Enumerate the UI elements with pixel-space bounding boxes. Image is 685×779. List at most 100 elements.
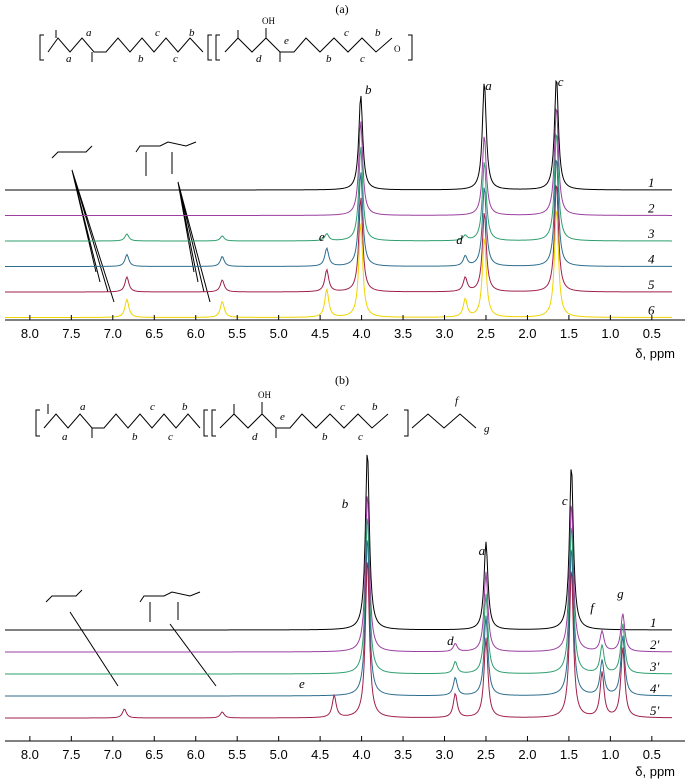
spectrum-label: 3 [647,226,655,241]
peak-label-e: e [319,229,325,244]
inset-fragments-b [45,589,217,687]
x-tick-label: 3.5 [394,326,412,341]
x-tick-label: 8.0 [21,326,39,341]
svg-text:b: b [189,27,195,39]
x-tick-label: 1.5 [560,747,578,762]
svg-text:a: a [80,401,86,413]
svg-text:d: d [256,53,262,65]
x-tick-label: 7.5 [62,326,80,341]
x-axis-label-a: δ, ppm [635,346,675,361]
svg-text:b: b [182,401,188,413]
svg-text:c: c [168,431,173,443]
x-tick-label: 7.5 [62,747,80,762]
peak-label-g: g [617,586,624,601]
spectrum-label: 2' [650,637,660,652]
x-tick-label: 2.5 [477,326,495,341]
peak-label-a: a [485,78,492,93]
spectrum-label: 3' [649,659,660,674]
x-tick-label: 3.0 [435,747,453,762]
x-ticks-b: 8.0 7.5 7.0 6.5 6.0 5.5 5.0 4.5 4.0 3.5 3.0 2.5 2.0 1… [21,736,661,762]
x-tick-label: 5.5 [228,326,246,341]
x-tick-label: 4.0 [353,747,371,762]
structure-b-text: a a b c c b OH e d b c c b f g [62,390,490,443]
spectrum-line-5 [5,184,672,293]
spectrum-line-4p [5,540,672,697]
x-tick-label: 2.0 [518,747,536,762]
peak-label-e: e [299,676,305,691]
spectrum-label: 6 [648,303,655,318]
spectrum-line-5p [5,562,673,719]
x-tick-label: 6.0 [187,326,205,341]
svg-text:OH: OH [262,16,275,26]
spectrum-line-2 [5,108,672,216]
x-tick-label: 2.0 [518,326,536,341]
peak-label-c: c [558,74,564,89]
svg-text:b: b [375,27,381,39]
panel-b-label: (b) [335,373,349,387]
spectrum-label: 1 [650,615,657,630]
peak-label-b: b [342,496,349,511]
spectrum-label: 4 [648,252,655,267]
x-tick-label: 3.0 [435,326,453,341]
peak-label-a: a [479,543,486,558]
svg-text:c: c [344,27,349,39]
svg-text:b: b [372,401,378,413]
svg-text:b: b [322,431,328,443]
svg-text:a: a [66,53,72,65]
spectrum-line-3p [5,518,673,675]
svg-text:b: b [326,53,332,65]
x-tick-label: 7.0 [104,747,122,762]
x-tick-label: 5.5 [228,747,246,762]
svg-text:c: c [358,431,363,443]
x-tick-label: 1.0 [601,326,619,341]
spectrum-label: 2 [648,201,655,216]
spectrum-line-1 [5,454,672,631]
peak-label-b: b [365,82,372,97]
x-axis-label-b: δ, ppm [635,764,675,779]
spectrum-label: 5' [650,703,660,718]
structure-b [35,402,477,438]
x-tick-label: 5.0 [270,326,288,341]
svg-text:c: c [340,401,345,413]
x-tick-label: 6.5 [145,747,163,762]
svg-text:c: c [173,53,178,65]
panel-a-label: (a) [335,2,348,16]
spectrum-line-4 [5,159,673,267]
svg-text:c: c [155,27,160,39]
svg-text:g: g [484,423,490,435]
inset-fragments-a [51,141,211,303]
structure-a [39,28,413,62]
x-tick-label: 8.0 [21,747,39,762]
spectrum-label: 4' [650,681,660,696]
peak-label-f: f [590,600,596,615]
x-tick-label: 3.5 [394,747,412,762]
spectrum-line-1 [5,79,672,191]
spectrum-label: 1 [648,175,655,190]
x-tick-label: 6.5 [145,326,163,341]
spectrum-line-6 [5,210,672,318]
x-tick-label: 6.0 [187,747,205,762]
svg-text:e: e [280,411,285,423]
x-tick-label: 4.5 [311,326,329,341]
peak-label-c: c [562,493,568,508]
svg-text:d: d [252,431,258,443]
svg-text:c: c [360,53,365,65]
svg-text:b: b [132,431,138,443]
x-tick-label: 4.5 [311,747,329,762]
x-tick-label: 5.0 [270,747,288,762]
x-tick-label: 2.5 [477,747,495,762]
svg-text:f: f [455,395,460,407]
svg-text:OH: OH [258,390,271,400]
svg-text:c: c [150,401,155,413]
peak-label-d: d [456,232,463,247]
spectrum-line-2p [5,496,673,653]
x-tick-label: 1.0 [601,747,619,762]
x-tick-label: 0.5 [643,326,661,341]
x-tick-label: 0.5 [643,747,661,762]
panel-a-chart: 1 2 3 4 5 6 b a c e d [5,74,673,318]
spectrum-line-3 [5,133,672,242]
structure-a-text: a a b c c b OH e d b c c b O [66,16,401,65]
x-ticks-a: 8.0 7.5 7.0 6.5 6.0 5.5 5.0 4.5 4.0 3.5 3.0 2.5 2.0 1… [21,315,661,341]
svg-text:O: O [394,44,401,54]
